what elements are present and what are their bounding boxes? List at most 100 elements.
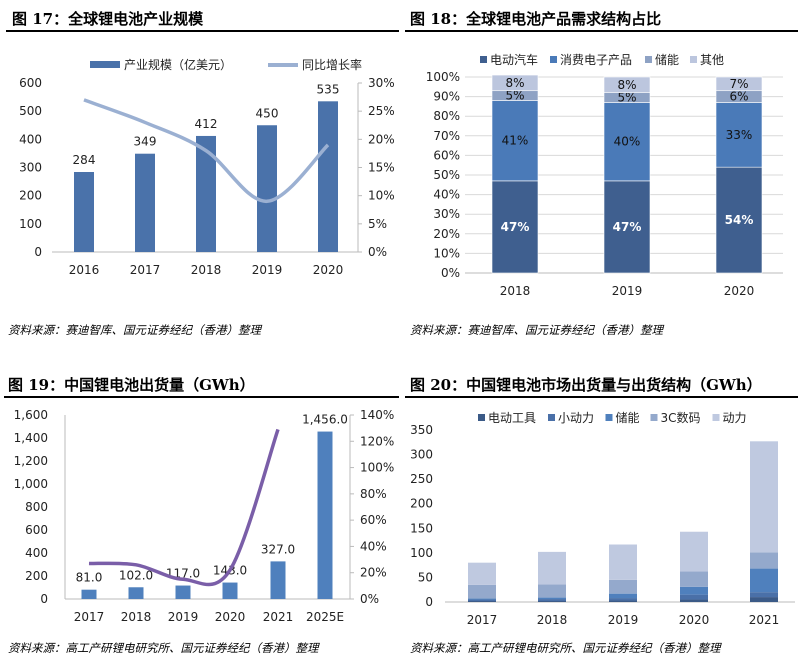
legend-label: 同比增长率	[302, 57, 362, 72]
stacked-bar-segment	[491, 74, 539, 92]
y-tick-label: 400	[19, 132, 42, 146]
stacked-bar-segment	[538, 601, 566, 602]
x-tick-label: 2025E	[306, 610, 344, 624]
y-tick-label: 50%	[433, 168, 460, 182]
legend-swatch	[480, 56, 487, 63]
y2-tick-label: 0%	[360, 592, 379, 606]
stacked-bar-segment	[603, 76, 651, 93]
legend-label: 电动工具	[488, 411, 536, 425]
x-tick-label: 2020	[215, 610, 246, 624]
stacked-bar-segment	[750, 552, 778, 569]
y2-tick-label: 30%	[368, 76, 395, 90]
x-tick-label: 2017	[467, 613, 498, 627]
legend-label: 储能	[655, 52, 679, 67]
y-tick-label: 300	[19, 161, 42, 175]
x-tick-label: 2018	[121, 610, 152, 624]
y-tick-label: 50	[418, 570, 433, 584]
bar	[128, 587, 144, 599]
data-label: 349	[134, 135, 157, 149]
data-label: 40%	[614, 135, 641, 149]
x-tick-label: 2019	[168, 610, 199, 624]
y-tick-label: 0	[40, 592, 48, 606]
legend-swatch-bar	[90, 61, 120, 68]
y-tick-label: 0	[425, 595, 433, 609]
data-label: 81.0	[76, 571, 103, 585]
data-label: 284	[73, 153, 96, 167]
legend-swatch	[645, 56, 652, 63]
legend-label: 动力	[723, 411, 747, 425]
divider	[4, 396, 399, 398]
x-tick-label: 2018	[537, 613, 568, 627]
stacked-bar-segment	[538, 551, 566, 585]
legend-label: 小动力	[558, 411, 594, 425]
x-tick-label: 2021	[749, 613, 780, 627]
x-tick-label: 2020	[313, 263, 344, 277]
stacked-bar-segment	[750, 597, 778, 602]
figure-19-source: 资料来源：高工产研锂电研究所、国元证券经纪（香港）整理	[8, 641, 319, 655]
x-tick-label: 2019	[252, 263, 283, 277]
stacked-bar-segment	[609, 544, 637, 580]
data-label: 33%	[726, 128, 753, 142]
legend-label: 3C数码	[661, 410, 701, 425]
y2-tick-label: 0%	[368, 245, 387, 259]
legend-swatch	[605, 414, 613, 421]
x-tick-label: 2018	[500, 284, 531, 298]
bar	[317, 431, 333, 599]
y2-tick-label: 20%	[360, 566, 387, 580]
y-tick-label: 80%	[433, 109, 460, 123]
stacked-bar-segment	[468, 562, 496, 585]
legend-swatch	[478, 414, 485, 421]
bar	[81, 589, 97, 599]
data-label: 535	[317, 82, 340, 96]
data-label: 1,456.0	[302, 413, 348, 427]
x-tick-label: 2020	[724, 284, 755, 298]
y-tick-label: 60%	[433, 148, 460, 162]
data-label: 54%	[725, 213, 754, 227]
x-tick-label: 2017	[74, 610, 105, 624]
y-tick-label: 100	[410, 546, 433, 560]
divider	[6, 30, 399, 32]
y-tick-label: 350	[410, 423, 433, 437]
x-tick-label: 2020	[679, 613, 710, 627]
stacked-bar-segment	[715, 102, 763, 168]
x-tick-label: 2021	[263, 610, 294, 624]
stacked-bar-segment	[680, 531, 708, 572]
y-tick-label: 40%	[433, 188, 460, 202]
divider	[405, 30, 798, 32]
y-tick-label: 90%	[433, 90, 460, 104]
y-tick-label: 100%	[426, 70, 460, 84]
x-tick-label: 2018	[191, 263, 222, 277]
stacked-bar-segment	[715, 166, 763, 274]
figure-17-title: 图 17：全球锂电池产业规模	[12, 10, 204, 28]
y-tick-label: 70%	[433, 129, 460, 143]
figure-20-title: 图 20：中国锂电池市场出货量与出货结构（GWh）	[410, 376, 762, 394]
y-tick-label: 300	[410, 448, 433, 462]
figure-19-title: 图 19：中国锂电池出货量（GWh）	[8, 376, 255, 394]
y-tick-label: 200	[410, 497, 433, 511]
y-tick-label: 800	[25, 500, 48, 514]
stacked-bar-segment	[468, 601, 496, 602]
y-tick-label: 10%	[433, 246, 460, 260]
y-tick-label: 20%	[433, 227, 460, 241]
y-tick-label: 1,600	[14, 408, 48, 422]
legend-swatch	[548, 414, 555, 421]
y2-tick-label: 140%	[360, 408, 394, 422]
y-tick-label: 600	[19, 76, 42, 90]
y-tick-label: 1,400	[14, 431, 48, 445]
data-label: 47%	[501, 220, 530, 234]
y-tick-label: 500	[19, 104, 42, 118]
y-tick-label: 600	[25, 523, 48, 537]
bar	[222, 582, 238, 599]
figure-18-title: 图 18：全球锂电池产品需求结构占比	[410, 10, 662, 28]
figure-18-source: 资料来源：赛迪智库、国元证券经纪（香港）整理	[410, 323, 663, 337]
bar	[135, 153, 155, 252]
stacked-bar-segment	[715, 76, 763, 92]
data-label: 5%	[617, 91, 636, 105]
y-tick-label: 250	[410, 472, 433, 486]
legend-swatch	[690, 56, 697, 63]
legend-label: 其他	[700, 53, 724, 67]
data-label: 8%	[617, 78, 636, 92]
bar	[318, 101, 338, 252]
growth-line	[88, 428, 280, 587]
stacked-bar-segment	[750, 441, 778, 553]
